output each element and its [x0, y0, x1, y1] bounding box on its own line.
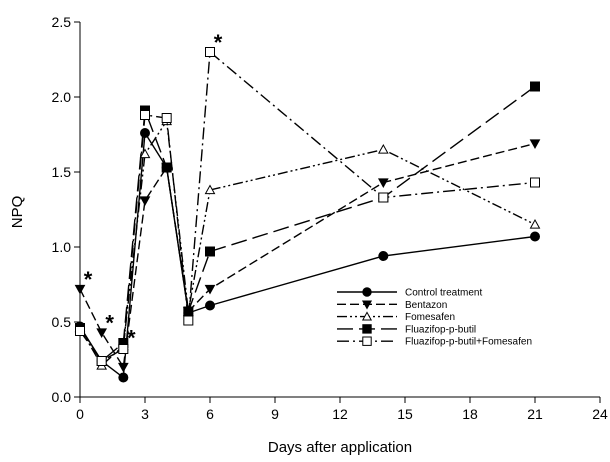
- x-axis-title: Days after application: [268, 439, 412, 456]
- data-point: [362, 336, 372, 346]
- data-point: [362, 324, 372, 334]
- data-point: [377, 178, 389, 189]
- significance-mark: *: [127, 326, 136, 351]
- x-tick-label: 18: [462, 406, 478, 422]
- legend-item: Bentazon: [337, 300, 447, 311]
- data-point: [529, 139, 541, 150]
- data-point: [139, 148, 151, 159]
- data-point: [205, 300, 215, 311]
- x-tick-label: 21: [527, 406, 543, 422]
- series-line: [79, 85, 536, 363]
- series-line: [79, 50, 536, 362]
- legend-label: Control treatment: [405, 288, 482, 299]
- legend-label: Fomesafen: [405, 312, 455, 323]
- y-axis-title: NPQ: [9, 196, 26, 229]
- series-3: [75, 81, 540, 366]
- data-point: [361, 300, 373, 310]
- x-tick-label: 24: [592, 406, 608, 422]
- y-tick-label: 1.0: [52, 239, 72, 255]
- data-point: [205, 47, 215, 57]
- x-tick-label: 0: [76, 406, 84, 422]
- series-layer: [74, 47, 541, 383]
- legend: Control treatmentBentazonFomesafenFluazi…: [337, 287, 532, 348]
- data-point: [139, 196, 151, 207]
- legend-item: Fomesafen: [337, 311, 455, 323]
- y-tick-label: 0.0: [52, 389, 72, 405]
- data-point: [118, 372, 129, 383]
- legend-item: Fluazifop-p-butil+Fomesafen: [337, 336, 532, 348]
- data-point: [530, 177, 540, 188]
- data-point: [361, 311, 373, 321]
- data-point: [205, 246, 215, 257]
- data-point: [378, 192, 389, 203]
- legend-item: Fluazifop-p-butil: [337, 324, 476, 335]
- data-point: [529, 218, 541, 229]
- data-point: [362, 287, 372, 297]
- data-point: [530, 231, 540, 242]
- y-tick-label: 2.0: [52, 89, 72, 105]
- series-4: [75, 47, 540, 366]
- y-tick-label: 1.5: [52, 164, 72, 180]
- significance-mark: *: [214, 30, 223, 55]
- data-point: [161, 162, 172, 173]
- significance-mark: *: [84, 267, 93, 292]
- annotation-layer: * * * *: [84, 30, 223, 351]
- data-point: [204, 284, 216, 295]
- x-tick-label: 3: [141, 406, 149, 422]
- legend-label: Fluazifop-p-butil: [405, 324, 476, 335]
- legend-item: Control treatment: [337, 287, 482, 299]
- data-point: [204, 184, 216, 195]
- data-point: [117, 362, 129, 373]
- data-point: [118, 344, 129, 354]
- data-point: [530, 81, 540, 92]
- data-point: [96, 328, 108, 339]
- x-tick-label: 15: [397, 406, 413, 422]
- data-point: [96, 356, 107, 366]
- axes: 0.0 0.5 1.0 1.5 2.0 2.5 0 3 6 9 12 15 18 21 24: [52, 14, 608, 422]
- x-tick-label: 12: [332, 406, 348, 422]
- significance-mark: *: [105, 311, 114, 336]
- data-point: [140, 110, 150, 120]
- y-tick-label: 0.5: [52, 314, 72, 330]
- data-point: [377, 143, 389, 154]
- legend-label: Fluazifop-p-butil+Fomesafen: [405, 337, 532, 348]
- legend-label: Bentazon: [405, 300, 447, 311]
- data-point: [378, 251, 389, 261]
- data-point: [75, 326, 85, 336]
- x-tick-label: 6: [206, 406, 214, 422]
- data-point: [74, 284, 86, 295]
- data-point: [161, 113, 172, 123]
- y-tick-label: 2.5: [52, 14, 72, 30]
- data-point: [140, 128, 150, 138]
- data-point: [183, 315, 194, 326]
- x-tick-label: 9: [271, 406, 279, 422]
